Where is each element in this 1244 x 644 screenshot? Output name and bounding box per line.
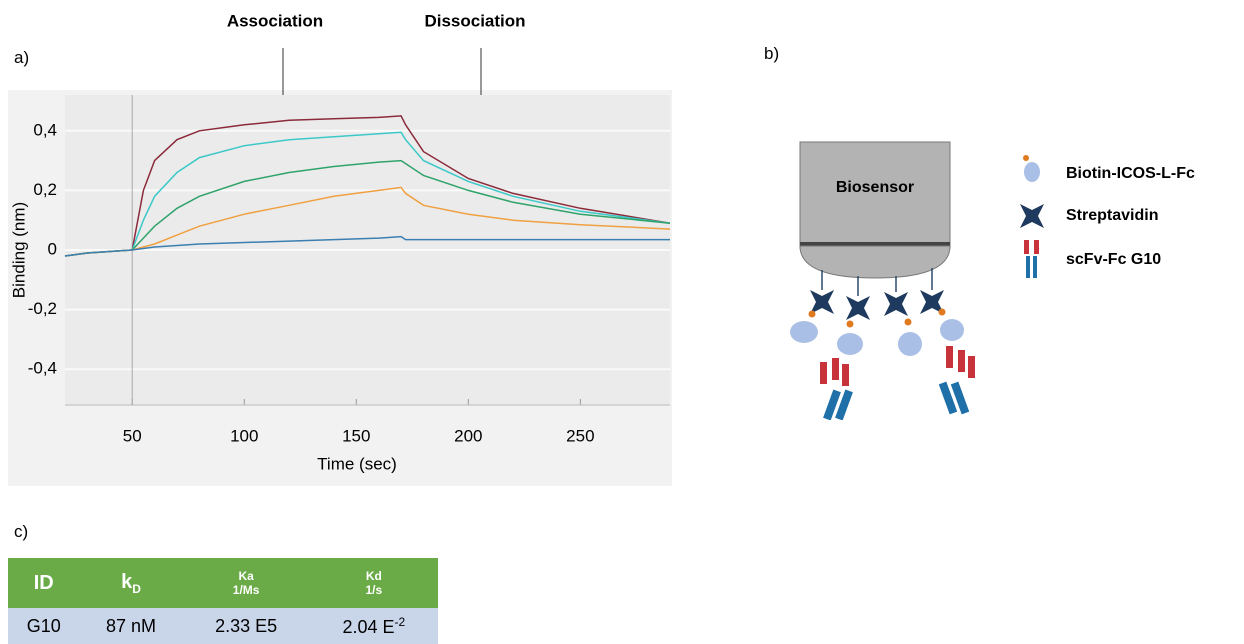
annotation: Dissociation [424, 11, 525, 30]
x-tick-label: 250 [566, 426, 594, 445]
x-tick-label: 50 [123, 426, 142, 445]
streptavidin [810, 290, 944, 320]
legend-icon [1024, 162, 1040, 182]
legend-icon [1020, 204, 1044, 228]
row: G10 87 nM 2.33 E5 2.04 E-2 [8, 608, 438, 644]
header-cell: ID [8, 558, 79, 608]
legend-icon [1026, 256, 1030, 278]
legend-icon [1024, 240, 1029, 254]
legend-icon [1023, 155, 1029, 161]
chart: Association Dissociation Time (sec) Bind… [0, 0, 680, 490]
page: {"panels": {"a": "a)", "b": "b)", "c": "… [0, 0, 1244, 643]
diagram: Biosensor Biotin-ICOS-L-Fc Streptavidin … [700, 90, 1240, 420]
legend-icon [1033, 256, 1037, 278]
panel-label: b) [764, 44, 779, 64]
x-tick-label: 150 [342, 426, 370, 445]
header-cell: kD [79, 558, 182, 608]
legend-icon [1034, 240, 1039, 254]
x-tick-label: 200 [454, 426, 482, 445]
cell: 87 nM [79, 608, 182, 644]
header-text: Ka [184, 569, 309, 583]
y-tick-label: -0,2 [28, 299, 57, 318]
legend-label: Streptavidin [1066, 207, 1158, 224]
cell: 2.33 E5 [183, 608, 310, 644]
y-tick-label: 0,4 [33, 120, 57, 139]
y-tick-label: -0,4 [28, 359, 57, 378]
cell: G10 [8, 608, 79, 644]
legend-label: Biotin-ICOS-L-Fc [1066, 165, 1195, 182]
panel-label: c) [14, 522, 28, 542]
y-axis-label: Binding (nm) [9, 202, 28, 298]
y-tick-label: 0,2 [33, 180, 57, 199]
icos-l [790, 319, 964, 356]
legend-label: scFv-Fc G10 [1066, 251, 1161, 268]
sensor-label: Biosensor [836, 179, 914, 196]
y-tick-label: 0 [48, 239, 57, 258]
cell-sup: -2 [395, 615, 406, 629]
x-axis-label: Time (sec) [317, 454, 397, 473]
header-text: k [121, 571, 132, 593]
antibody [820, 346, 975, 420]
annotation: Association [227, 11, 323, 30]
header-unit: 1/s [311, 583, 437, 597]
header-text: Kd [311, 569, 437, 583]
cell-text: 2.04 E [342, 617, 394, 637]
cell: 2.04 E-2 [310, 608, 438, 644]
x-tick-label: 100 [230, 426, 258, 445]
header-unit: 1/Ms [184, 583, 309, 597]
header-sub: D [132, 582, 141, 596]
